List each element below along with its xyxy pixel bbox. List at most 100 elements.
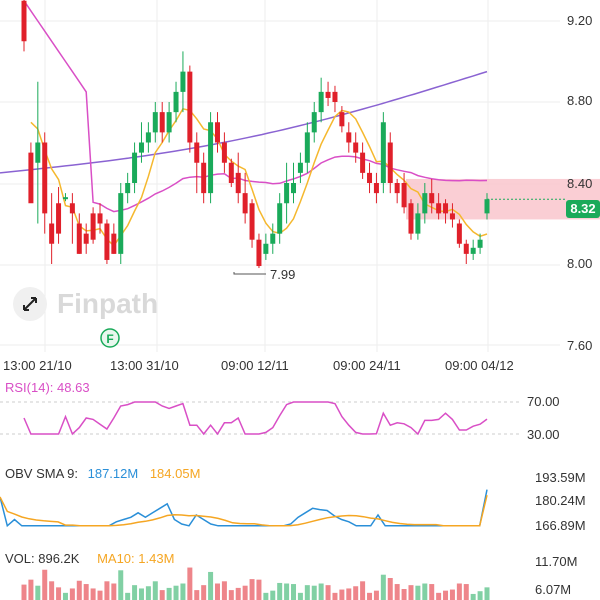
candle-body: [235, 172, 241, 194]
event-marker[interactable]: F: [100, 328, 120, 348]
vol-bar: [449, 589, 455, 600]
candle-body: [28, 152, 34, 204]
candle: [228, 158, 234, 188]
candle: [325, 81, 331, 107]
vol-bar: [484, 587, 490, 600]
vol-bar: [35, 585, 41, 600]
candle: [401, 172, 407, 214]
obv-sma-line: [0, 495, 488, 527]
candle: [477, 233, 483, 254]
candle-body: [443, 203, 449, 214]
candle: [284, 162, 290, 224]
vol-bar: [159, 590, 165, 600]
candle: [360, 142, 366, 179]
candle: [291, 162, 297, 204]
vol-bar: [311, 585, 317, 600]
candle: [408, 199, 414, 240]
candle: [339, 106, 345, 133]
candle-body: [422, 193, 428, 214]
candle-body: [456, 223, 462, 244]
candle-body: [332, 91, 338, 102]
candle-body: [132, 152, 138, 183]
candle-body: [104, 223, 110, 260]
vol-bar: [152, 581, 158, 600]
price-y-tick: 8.00: [567, 256, 592, 271]
candle: [104, 219, 110, 264]
candle: [235, 152, 241, 204]
vol-bar: [291, 584, 297, 600]
vol-bar: [380, 574, 386, 600]
price-y-tick: 8.40: [567, 176, 592, 191]
candle-body: [194, 142, 200, 163]
candle-body: [138, 142, 144, 153]
candle-body: [477, 239, 483, 248]
candle-body: [311, 112, 317, 133]
candle: [277, 193, 283, 244]
vol-bar: [83, 584, 89, 600]
candle-body: [49, 223, 55, 244]
candle-body: [270, 233, 276, 244]
candle: [256, 233, 262, 269]
candle: [83, 223, 89, 254]
vol-bar: [443, 590, 449, 600]
candles: [21, 0, 490, 269]
candle-body: [291, 183, 297, 194]
candle: [125, 172, 131, 204]
rsi-label: RSI(14): 48.63: [5, 380, 90, 395]
obv-label: OBV SMA 9: 187.12M 184.05M: [5, 466, 200, 481]
vol-bar: [325, 585, 331, 600]
vol-bar: [463, 584, 469, 600]
candle: [456, 219, 462, 248]
candle-body: [339, 112, 345, 127]
candle: [49, 193, 55, 264]
vol-bar: [69, 588, 75, 600]
candle-body: [263, 243, 269, 254]
vol-bars: [21, 567, 490, 600]
vol-bar: [173, 585, 179, 600]
vol-bar: [187, 567, 193, 600]
candle: [35, 81, 41, 224]
candle-body: [187, 71, 193, 143]
vol-bar: [415, 585, 421, 600]
vol-bar: [249, 579, 255, 600]
candle: [208, 112, 214, 204]
expand-arrows-icon-glyph: [23, 297, 37, 311]
candle-body: [111, 233, 117, 254]
candle-body: [145, 132, 151, 143]
candle: [415, 203, 421, 240]
obv-y-tick: 193.59M: [535, 470, 586, 485]
candle: [484, 193, 490, 220]
vol-bar: [304, 585, 310, 600]
vol-bar: [277, 582, 283, 600]
candle: [145, 122, 151, 153]
candle: [263, 233, 269, 260]
brand-watermark[interactable]: Finpath: [13, 287, 158, 321]
x-tick: 09:00 24/11: [333, 358, 401, 373]
brand-name: Finpath: [57, 288, 158, 319]
price-y-axis: 9.20 8.80 8.40 8.00 7.60: [567, 13, 592, 353]
candle: [394, 178, 400, 204]
candle: [297, 152, 303, 183]
vol-bar: [180, 583, 186, 600]
candle-body: [56, 203, 62, 234]
candle-body: [415, 213, 421, 234]
vol-label: VOL: 896.2K MA10: 1.43M: [5, 551, 174, 566]
vol-bar: [145, 586, 151, 600]
candle-body: [373, 183, 379, 194]
candle-body: [387, 142, 393, 183]
candle-body: [429, 193, 435, 204]
candle-body: [249, 203, 255, 240]
obv-value-1: 187.12M: [88, 466, 139, 481]
vol-bar: [90, 588, 96, 600]
vol-bar: [28, 579, 34, 600]
candle: [152, 102, 158, 143]
candle-body: [318, 91, 324, 113]
candle-body: [325, 91, 331, 98]
last-price-text: 8.32: [570, 201, 595, 216]
candle-body: [76, 223, 82, 254]
vol-bar: [394, 584, 400, 600]
candle-body: [256, 239, 262, 267]
candle: [367, 162, 373, 194]
candle-body: [221, 142, 227, 163]
